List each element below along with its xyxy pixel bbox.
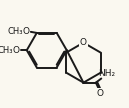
Text: CH₃: CH₃ [7,27,23,36]
Text: NH₂: NH₂ [99,69,116,78]
Text: O: O [96,89,103,98]
Text: O: O [80,38,87,47]
Text: O: O [13,46,19,55]
Text: O: O [22,27,29,36]
Text: CH₃: CH₃ [0,46,13,55]
